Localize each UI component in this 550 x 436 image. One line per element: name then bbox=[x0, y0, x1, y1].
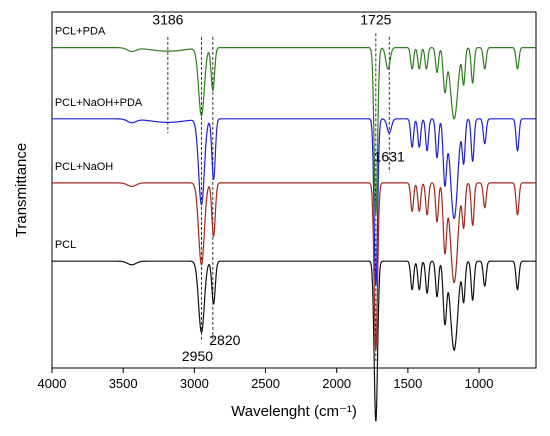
x-tick-label-3000: 3000 bbox=[180, 376, 209, 391]
annotation-3186: 3186 bbox=[152, 11, 183, 27]
series-group bbox=[51, 46, 537, 422]
series-line-pcl-naoh-pda bbox=[51, 118, 537, 287]
annotation-2820: 2820 bbox=[209, 332, 240, 348]
series-labels: PCL+PDA PCL+NaOH+PDA PCL+NaOH PCL bbox=[55, 26, 143, 252]
series-line-pcl-naoh bbox=[51, 182, 537, 351]
annotation-1631: 1631 bbox=[374, 149, 405, 165]
annotation-1725: 1725 bbox=[360, 11, 391, 27]
x-tick-label-1500: 1500 bbox=[393, 376, 422, 391]
x-tick-label-1000: 1000 bbox=[465, 376, 494, 391]
x-tick-label-3500: 3500 bbox=[109, 376, 138, 391]
series-label-pcl-pda: PCL+PDA bbox=[55, 26, 106, 38]
x-tick-label-2500: 2500 bbox=[251, 376, 280, 391]
annotation-guides bbox=[167, 33, 390, 361]
y-axis-title: Transmittance bbox=[13, 143, 30, 237]
x-tick-label-2000: 2000 bbox=[322, 376, 351, 391]
x-tick-label-4000: 4000 bbox=[38, 376, 67, 391]
plot-frame bbox=[51, 11, 537, 369]
series-label-pcl-naoh-pda: PCL+NaOH+PDA bbox=[55, 97, 143, 109]
x-axis-title: Wavelenght (cm⁻¹) bbox=[231, 403, 357, 420]
series-line-pcl-pda bbox=[51, 46, 537, 215]
annotation-2950: 2950 bbox=[182, 348, 213, 364]
series-line-pcl bbox=[51, 260, 537, 422]
series-label-pcl-naoh: PCL+NaOH bbox=[55, 161, 113, 173]
series-label-pcl: PCL bbox=[55, 239, 76, 251]
x-axis-ticks: 4000 3500 3000 2500 2000 1500 1000 bbox=[38, 368, 494, 391]
